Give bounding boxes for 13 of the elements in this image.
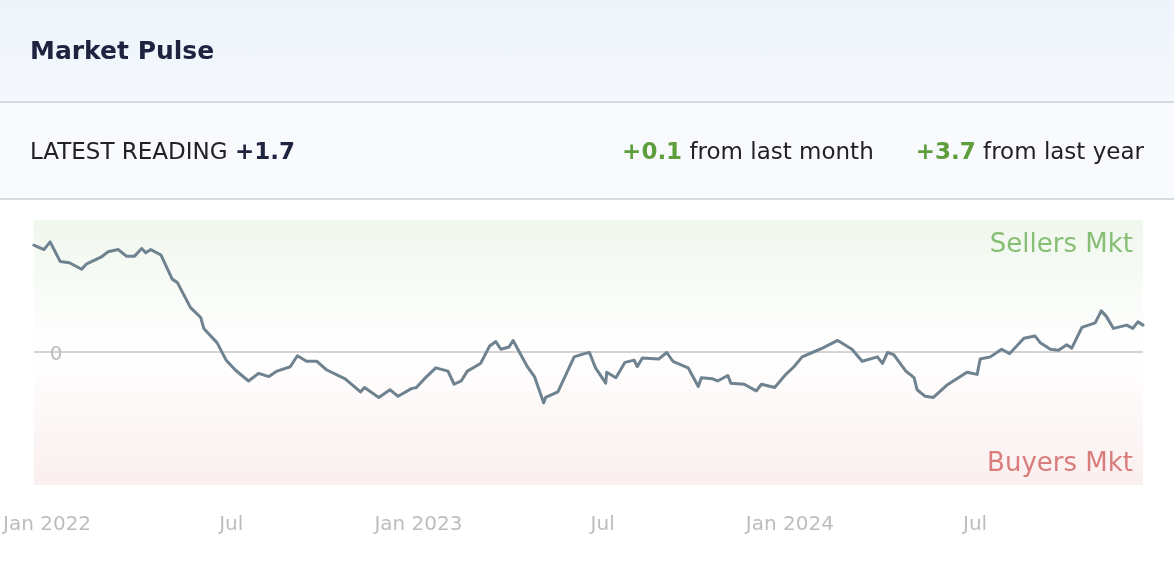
- x-tick-label: Jul: [961, 511, 988, 535]
- text: +3.7 from last year: [915, 137, 1144, 164]
- ref-line-label: 0: [49, 341, 63, 366]
- x-tick-label: Jul: [588, 511, 615, 535]
- chart-title: Market Pulse: [30, 36, 215, 65]
- x-tick-label: Jan 2024: [743, 511, 834, 535]
- text: LATEST READING +1.7: [30, 137, 295, 164]
- x-tick-label: Jan 2022: [1, 511, 92, 535]
- band-label: Buyers Mkt: [987, 447, 1133, 477]
- band-label: Sellers Mkt: [989, 228, 1133, 258]
- text: +0.1 from last month: [622, 137, 874, 164]
- x-tick-label: Jan 2023: [372, 511, 463, 535]
- x-tick-label: Jul: [217, 511, 244, 535]
